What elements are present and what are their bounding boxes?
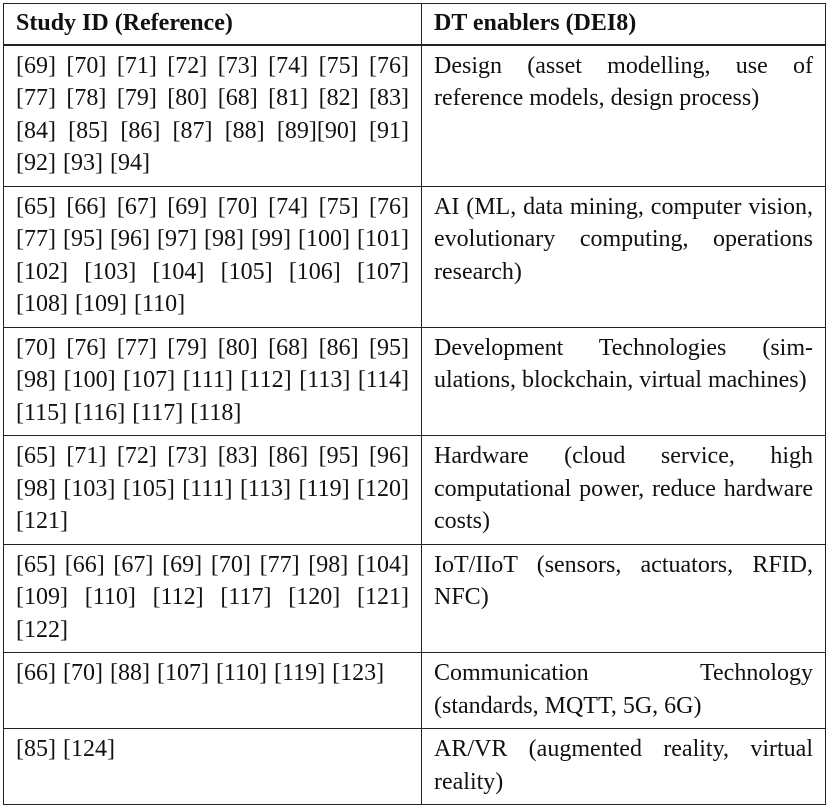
dt-enabler-cell: Hardware (cloud service, high computatio… bbox=[421, 435, 826, 545]
header-study-id: Study ID (Reference) bbox=[3, 3, 422, 46]
study-references-cell: [66] [70] [88] [107] [110] [119] [123] bbox=[3, 652, 422, 729]
dt-enabler-cell: Design (asset modelling, use of referenc… bbox=[421, 44, 826, 187]
dt-enabler-cell: AI (ML, data mining, computer vi­sion, e… bbox=[421, 185, 826, 328]
study-references-cell: [69] [70] [71] [72] [73] [74] [75] [76] … bbox=[3, 44, 422, 187]
enablers-table-container: Study ID (Reference) DT enablers (DEI8) … bbox=[3, 3, 826, 805]
table-row: [65] [71] [72] [73] [83] [86] [95] [96] … bbox=[3, 435, 826, 545]
table-row: [65] [66] [67] [69] [70] [74] [75] [76] … bbox=[3, 185, 826, 328]
study-references-cell: [65] [66] [67] [69] [70] [74] [75] [76] … bbox=[3, 185, 422, 328]
table-header-row: Study ID (Reference) DT enablers (DEI8) bbox=[3, 3, 826, 46]
dt-enabler-cell: AR/VR (augmented reality, virtual realit… bbox=[421, 728, 826, 805]
table-row: [69] [70] [71] [72] [73] [74] [75] [76] … bbox=[3, 44, 826, 187]
dt-enabler-cell: Development Technologies (sim­ulations, … bbox=[421, 326, 826, 436]
study-references-cell: [65] [66] [67] [69] [70] [77] [98] [104]… bbox=[3, 543, 422, 653]
study-references-cell: [85] [124] bbox=[3, 728, 422, 805]
table-row: [70] [76] [77] [79] [80] [68] [86] [95] … bbox=[3, 326, 826, 436]
study-references-cell: [65] [71] [72] [73] [83] [86] [95] [96] … bbox=[3, 435, 422, 545]
dt-enabler-cell: Communication Technology (standards, MQT… bbox=[421, 652, 826, 729]
table-row: [66] [70] [88] [107] [110] [119] [123] C… bbox=[3, 652, 826, 729]
header-dt-enablers: DT enablers (DEI8) bbox=[421, 3, 826, 46]
table-row: [65] [66] [67] [69] [70] [77] [98] [104]… bbox=[3, 543, 826, 653]
table-row: [85] [124] AR/VR (augmented reality, vir… bbox=[3, 728, 826, 805]
dt-enablers-table: Study ID (Reference) DT enablers (DEI8) … bbox=[3, 3, 826, 805]
study-references-cell: [70] [76] [77] [79] [80] [68] [86] [95] … bbox=[3, 326, 422, 436]
dt-enabler-cell: IoT/IIoT (sensors, actuators, RFID, NFC) bbox=[421, 543, 826, 653]
